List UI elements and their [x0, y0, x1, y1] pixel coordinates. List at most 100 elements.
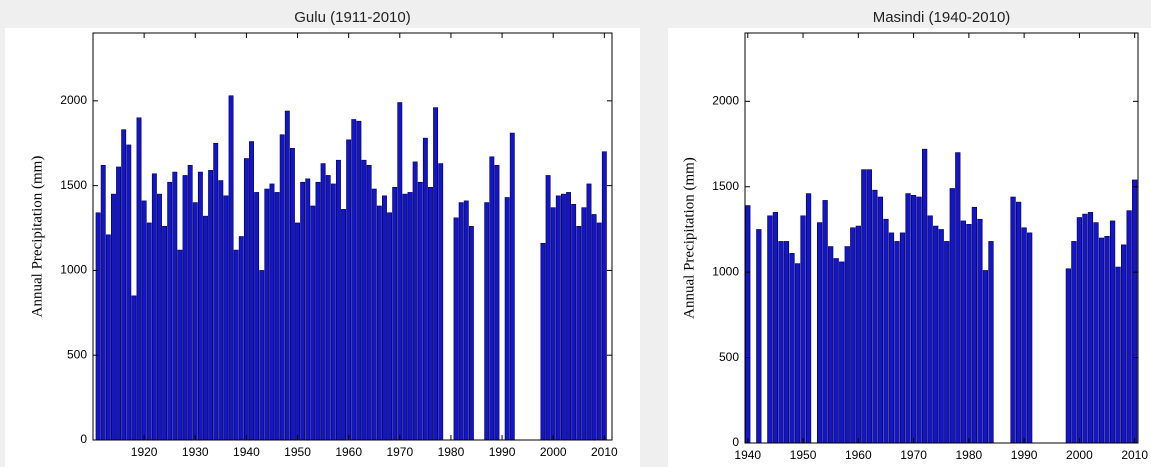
bar — [960, 220, 966, 444]
bar — [407, 192, 413, 441]
bar — [249, 141, 254, 441]
plot-frame — [744, 32, 1139, 444]
bar — [284, 110, 290, 441]
bar — [905, 193, 911, 444]
bar — [105, 234, 111, 441]
bar — [126, 144, 132, 441]
bar — [576, 226, 582, 441]
bar — [346, 139, 352, 441]
x-tick-label: 1940 — [734, 448, 761, 462]
bar — [254, 192, 260, 441]
bar — [745, 205, 751, 444]
x-tick-label: 2000 — [1066, 448, 1093, 462]
bar — [335, 159, 341, 441]
bar — [494, 164, 500, 441]
x-tick-label: 1950 — [284, 445, 311, 459]
bar — [888, 232, 895, 444]
bar — [218, 180, 224, 441]
bar — [1121, 244, 1127, 444]
bar — [783, 241, 790, 444]
x-tick-label: 1980 — [438, 445, 465, 459]
bar — [971, 206, 978, 444]
bar — [1065, 268, 1071, 444]
bar — [1109, 220, 1116, 444]
bar — [988, 241, 994, 444]
bar — [1076, 217, 1083, 444]
bar — [894, 241, 900, 444]
bar — [778, 241, 784, 444]
bar — [162, 226, 168, 441]
bar — [366, 164, 372, 441]
bar — [1115, 266, 1121, 444]
x-tick-label: 2010 — [1121, 448, 1148, 462]
bar — [566, 192, 571, 441]
plot-frame — [92, 32, 613, 441]
y-tick-label: 500 — [719, 350, 739, 364]
bar — [208, 170, 214, 441]
bar — [300, 181, 306, 441]
y-tick-label: 0 — [732, 435, 739, 449]
bar — [325, 175, 331, 441]
bar — [412, 161, 418, 441]
bar — [397, 102, 403, 441]
bar — [767, 215, 773, 444]
y-tick-label: 500 — [67, 347, 87, 361]
bar — [151, 173, 157, 441]
bar — [794, 263, 801, 444]
bar — [756, 229, 762, 444]
bar — [203, 215, 208, 441]
bar — [341, 209, 346, 441]
bar — [1082, 213, 1088, 444]
y-tick-label: 1500 — [60, 178, 87, 192]
bar — [872, 189, 878, 444]
bar — [591, 214, 597, 441]
bar — [213, 142, 219, 441]
bar — [922, 148, 928, 444]
bar — [95, 212, 101, 441]
x-tick-label: 2000 — [540, 445, 567, 459]
bar — [883, 218, 889, 444]
bar — [320, 163, 326, 441]
x-tick-label: 1990 — [489, 445, 516, 459]
bar — [772, 212, 779, 444]
bar — [116, 166, 122, 441]
bar — [839, 261, 845, 444]
bar — [899, 232, 906, 444]
bar — [468, 226, 474, 441]
bar — [1027, 232, 1033, 444]
bar — [504, 197, 510, 441]
chart-title: Masindi (1940-2010) — [873, 9, 1011, 26]
bar — [458, 202, 464, 441]
bar — [571, 203, 577, 441]
bar — [822, 200, 828, 444]
bar — [136, 117, 142, 441]
bar — [933, 225, 939, 444]
x-tick-label: 1970 — [900, 448, 927, 462]
bar — [586, 183, 592, 441]
bar — [927, 215, 933, 444]
x-tick-label: 1980 — [956, 448, 983, 462]
bar — [269, 183, 275, 441]
bar — [356, 120, 362, 441]
bar — [197, 171, 203, 441]
x-tick-label: 1960 — [845, 448, 872, 462]
bar — [1015, 201, 1022, 444]
bar — [131, 295, 137, 441]
y-tick-label: 2000 — [60, 93, 87, 107]
bar — [1093, 222, 1099, 444]
bar — [789, 253, 795, 444]
y-tick-label: 2000 — [712, 94, 739, 108]
bar — [223, 195, 229, 441]
bar — [371, 188, 377, 441]
bar — [916, 196, 922, 444]
bar — [601, 151, 607, 441]
bar — [192, 202, 198, 441]
y-axis-label: Annual Precipitation (mm) — [681, 157, 697, 319]
bar — [1126, 210, 1132, 444]
bar — [866, 169, 872, 444]
bar — [484, 202, 490, 441]
bar — [274, 192, 280, 441]
bar — [949, 188, 955, 444]
